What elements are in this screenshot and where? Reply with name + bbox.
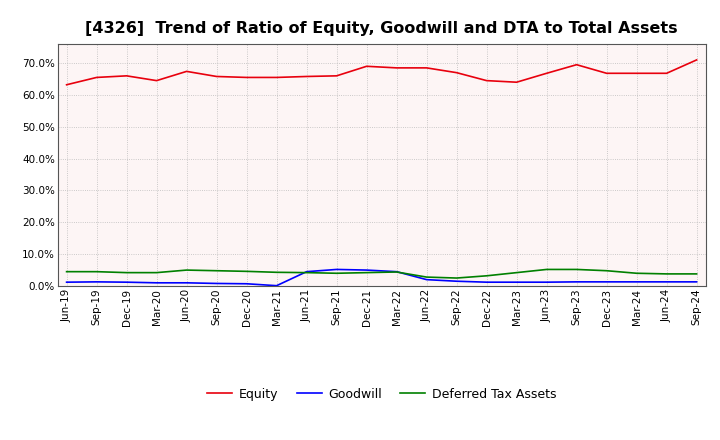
Line: Equity: Equity xyxy=(66,60,697,85)
Line: Deferred Tax Assets: Deferred Tax Assets xyxy=(66,269,697,278)
Goodwill xyxy=(542,279,551,285)
Goodwill xyxy=(122,279,131,285)
Deferred Tax Assets xyxy=(662,271,671,277)
Deferred Tax Assets xyxy=(482,273,491,279)
Title: [4326]  Trend of Ratio of Equity, Goodwill and DTA to Total Assets: [4326] Trend of Ratio of Equity, Goodwil… xyxy=(85,21,678,36)
Goodwill xyxy=(242,281,251,286)
Equity xyxy=(422,65,431,70)
Deferred Tax Assets xyxy=(302,270,311,275)
Deferred Tax Assets xyxy=(602,268,611,273)
Deferred Tax Assets xyxy=(62,269,71,274)
Deferred Tax Assets xyxy=(693,271,701,277)
Deferred Tax Assets xyxy=(452,275,461,281)
Goodwill xyxy=(333,267,341,272)
Goodwill xyxy=(452,279,461,284)
Goodwill xyxy=(513,279,521,285)
Deferred Tax Assets xyxy=(422,275,431,280)
Equity xyxy=(122,73,131,78)
Equity xyxy=(482,78,491,83)
Deferred Tax Assets xyxy=(513,270,521,275)
Equity xyxy=(632,71,641,76)
Equity xyxy=(242,75,251,80)
Equity xyxy=(212,74,221,79)
Goodwill xyxy=(632,279,641,285)
Deferred Tax Assets xyxy=(572,267,581,272)
Goodwill xyxy=(62,279,71,285)
Deferred Tax Assets xyxy=(242,269,251,274)
Goodwill xyxy=(362,268,371,273)
Deferred Tax Assets xyxy=(272,270,281,275)
Deferred Tax Assets xyxy=(392,269,401,275)
Deferred Tax Assets xyxy=(92,269,101,274)
Goodwill xyxy=(302,269,311,274)
Goodwill xyxy=(422,277,431,282)
Equity xyxy=(333,73,341,78)
Goodwill xyxy=(272,283,281,288)
Goodwill xyxy=(153,280,161,286)
Goodwill xyxy=(182,280,191,286)
Deferred Tax Assets xyxy=(122,270,131,275)
Equity xyxy=(662,71,671,76)
Deferred Tax Assets xyxy=(153,270,161,275)
Equity xyxy=(452,70,461,75)
Equity xyxy=(572,62,581,67)
Goodwill xyxy=(572,279,581,285)
Equity xyxy=(302,74,311,79)
Goodwill xyxy=(602,279,611,285)
Equity xyxy=(693,57,701,62)
Equity xyxy=(62,82,71,88)
Equity xyxy=(602,71,611,76)
Goodwill xyxy=(392,269,401,274)
Deferred Tax Assets xyxy=(632,271,641,276)
Goodwill xyxy=(693,279,701,285)
Goodwill xyxy=(662,279,671,285)
Goodwill xyxy=(212,281,221,286)
Equity xyxy=(92,75,101,80)
Equity xyxy=(513,80,521,85)
Equity xyxy=(182,69,191,74)
Equity xyxy=(153,78,161,83)
Deferred Tax Assets xyxy=(212,268,221,273)
Equity xyxy=(392,65,401,70)
Deferred Tax Assets xyxy=(333,271,341,276)
Line: Goodwill: Goodwill xyxy=(66,269,697,286)
Goodwill xyxy=(482,279,491,285)
Goodwill xyxy=(92,279,101,285)
Equity xyxy=(362,64,371,69)
Equity xyxy=(542,71,551,76)
Deferred Tax Assets xyxy=(542,267,551,272)
Legend: Equity, Goodwill, Deferred Tax Assets: Equity, Goodwill, Deferred Tax Assets xyxy=(202,383,561,406)
Deferred Tax Assets xyxy=(362,270,371,275)
Equity xyxy=(272,75,281,80)
Deferred Tax Assets xyxy=(182,268,191,273)
